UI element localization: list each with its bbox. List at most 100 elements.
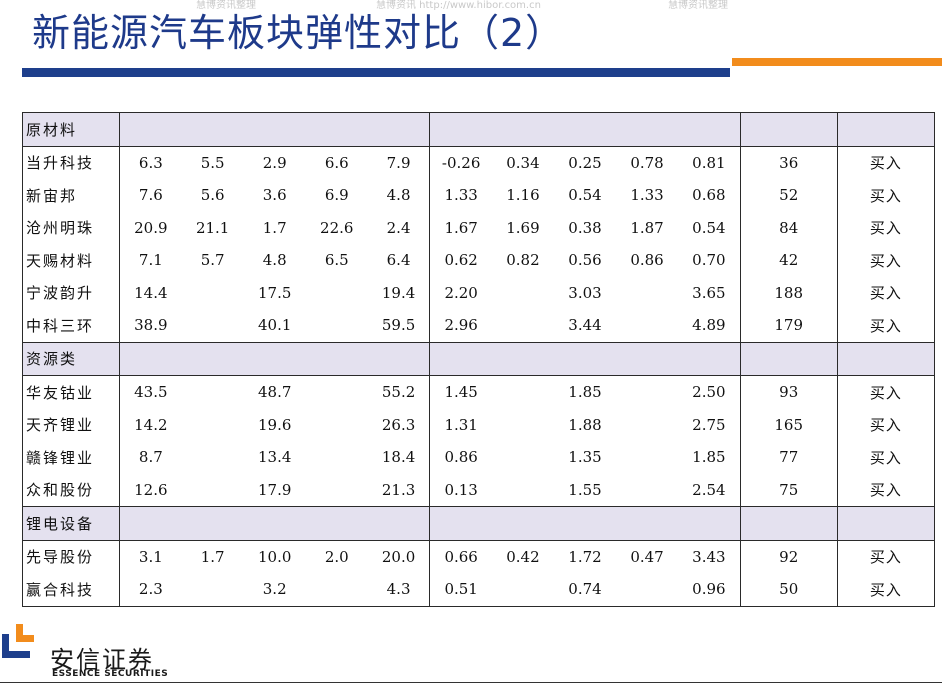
value-cell: 21.1: [195, 218, 230, 237]
rating-cell: 买入: [836, 309, 936, 342]
rating-cell: 买入: [836, 408, 936, 441]
value-cell: [492, 309, 554, 342]
value-cell: 2.54: [678, 473, 741, 507]
value-cell: 0.42: [506, 547, 540, 566]
table-row: 赢合科技 2.3 3.2 4.3 0.51 0.74 0.96 50 买入: [21, 573, 936, 607]
value-cell: 0.86: [630, 251, 664, 270]
value-cell: [182, 309, 244, 342]
rating-cell: 买入: [836, 211, 936, 244]
value-cell: 19.6: [257, 415, 292, 434]
watermark-center: 慧博资讯 http://www.hibor.com.cn: [376, 0, 541, 11]
value-cell: 77: [739, 441, 838, 474]
section-cell: [739, 112, 838, 147]
value-cell: 2.4: [367, 211, 431, 244]
value-cell: [306, 474, 368, 507]
value-cell: 0.38: [568, 218, 602, 237]
value-cell: [616, 277, 678, 310]
table-row: 宁波韵升 14.4 17.5 19.4 2.20 3.03 3.65 188 买入: [21, 276, 936, 310]
value-cell: 0.81: [678, 146, 741, 179]
value-cell: 0.70: [678, 244, 741, 277]
stock-name: 中科三环: [21, 309, 121, 342]
value-cell: 0.86: [429, 441, 492, 474]
value-cell: 2.96: [429, 309, 492, 342]
rating-cell: 买入: [836, 473, 936, 507]
stock-name: 华友钴业: [21, 375, 121, 409]
value-cell: 4.89: [678, 309, 741, 342]
value-cell: 0.13: [429, 473, 492, 507]
value-cell: 13.4: [257, 448, 292, 467]
value-cell: 21.3: [367, 473, 431, 507]
value-cell: 55.2: [367, 375, 431, 409]
elasticity-table: 原材料 当升科技 6.3 5.5 2.9 6.6 7.9 -0.26 0.34 0.25 0.78 0…: [21, 112, 936, 607]
rating-cell: 买入: [836, 276, 936, 309]
watermark-right: 慧博资讯整理: [668, 0, 728, 11]
value-cell: [492, 409, 554, 442]
value-cell: 5.5: [200, 153, 225, 172]
value-cell: 4.8: [262, 251, 287, 270]
rating-cell: 买入: [836, 441, 936, 474]
value-cell: 14.2: [119, 408, 182, 441]
value-cell: 1.31: [429, 408, 492, 441]
value-cell: [182, 376, 244, 409]
value-cell: 1.69: [506, 218, 540, 237]
value-cell: 17.5: [257, 283, 292, 302]
value-cell: 1.7: [262, 218, 287, 237]
value-cell: -0.26: [429, 146, 492, 179]
value-cell: [616, 573, 679, 607]
value-cell: 1.87: [630, 218, 664, 237]
value-cell: 0.96: [678, 573, 741, 607]
table-row: 众和股份 12.6 17.9 21.3 0.13 1.55 2.54 75 买入: [21, 473, 936, 507]
value-cell: 40.1: [257, 316, 292, 335]
rating-cell: 买入: [836, 244, 936, 277]
table-row: 天齐锂业 14.2 19.6 26.3 1.31 1.88 2.75 165 买入: [21, 408, 936, 442]
rating-cell: 买入: [836, 146, 936, 179]
value-cell: 0.82: [506, 251, 540, 270]
section-row: 资源类: [21, 341, 936, 376]
section-cell: [429, 112, 741, 147]
value-cell: 0.47: [630, 547, 664, 566]
table-row: 中科三环 38.9 40.1 59.5 2.96 3.44 4.89 179 买入: [21, 309, 936, 342]
table-row: 赣锋锂业 8.7 13.4 18.4 0.86 1.35 1.85 77 买入: [21, 441, 936, 474]
essence-logo-icon: [2, 624, 34, 658]
logo-text-en: ESSENCE SECURITIES: [52, 669, 169, 679]
value-cell: [616, 441, 678, 474]
value-cell: 75: [739, 473, 838, 507]
value-cell: 20.0: [367, 540, 431, 573]
section-cell: [739, 341, 838, 376]
value-cell: 50: [739, 573, 838, 607]
stock-name: 天齐锂业: [21, 408, 121, 441]
value-cell: 1.55: [568, 480, 602, 499]
value-cell: 3.2: [243, 573, 306, 607]
value-cell: 1.67: [429, 211, 492, 244]
stock-name: 新宙邦: [21, 179, 121, 212]
value-cell: [181, 573, 244, 607]
value-cell: [306, 309, 368, 342]
value-cell: 6.5: [324, 251, 349, 270]
value-cell: [182, 277, 244, 310]
value-cell: 0.25: [568, 153, 602, 172]
value-cell: 12.6: [119, 473, 182, 507]
value-cell: 19.4: [367, 276, 431, 309]
value-cell: 3.03: [568, 283, 602, 302]
value-cell: 36: [739, 146, 838, 179]
section-cell: [119, 341, 431, 376]
stock-name: 沧州明珠: [21, 211, 121, 244]
table-row: 华友钴业 43.5 48.7 55.2 1.45 1.85 2.50 93 买入: [21, 375, 936, 409]
value-cell: 52: [739, 179, 838, 212]
value-cell: [182, 474, 244, 507]
value-cell: 93: [739, 375, 838, 409]
stock-name: 宁波韵升: [21, 276, 121, 309]
section-row: 锂电设备: [21, 506, 936, 541]
value-cell: 6.9: [324, 186, 349, 205]
section-cell: [119, 506, 431, 541]
value-cell: 188: [739, 276, 838, 309]
value-cell: [182, 409, 244, 442]
value-cell: 179: [739, 309, 838, 342]
value-cell: 5.6: [200, 186, 225, 205]
value-cell: 1.33: [630, 186, 664, 205]
section-label: 锂电设备: [21, 506, 121, 541]
stock-name: 赢合科技: [21, 573, 121, 607]
watermark-left: 慧博资讯整理: [196, 0, 256, 11]
table-row: 先导股份 3.1 1.7 10.0 2.0 20.0 0.66 0.42 1.72 0.47 3.4…: [21, 540, 936, 573]
value-cell: 42: [739, 244, 838, 277]
